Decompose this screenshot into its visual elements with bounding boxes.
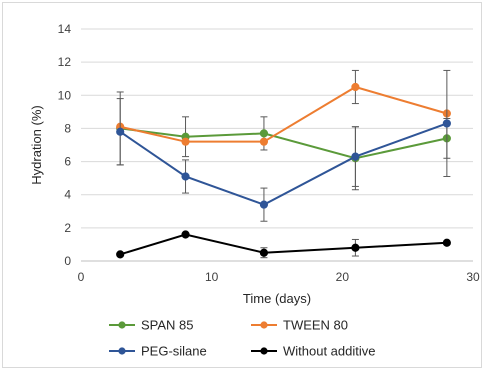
y-tick-label: 2 xyxy=(64,221,71,235)
y-tick-label: 14 xyxy=(58,22,72,36)
legend-swatch-marker xyxy=(118,347,126,355)
y-tick-label: 12 xyxy=(58,55,72,69)
legend-item: SPAN 85 xyxy=(109,318,194,333)
legend-swatch-marker xyxy=(260,321,268,329)
legend-label: TWEEN 80 xyxy=(283,318,348,333)
legend-item: TWEEN 80 xyxy=(251,318,348,333)
y-tick-label: 8 xyxy=(64,121,71,135)
data-point xyxy=(351,243,360,252)
data-point xyxy=(442,119,451,128)
data-point xyxy=(116,250,125,259)
x-tick-label: 10 xyxy=(205,270,219,284)
x-tick-label: 20 xyxy=(336,270,350,284)
data-point xyxy=(351,82,360,92)
data-point xyxy=(259,248,269,257)
data-point xyxy=(259,137,269,146)
x-tick-label: 30 xyxy=(466,270,480,284)
data-point xyxy=(181,172,190,181)
data-point xyxy=(259,200,269,209)
data-point xyxy=(116,127,125,136)
legend-swatch-marker xyxy=(118,321,126,329)
data-point xyxy=(442,238,451,247)
data-point xyxy=(259,129,269,138)
series-line xyxy=(120,127,448,160)
legend-swatch-marker xyxy=(260,347,268,355)
y-axis-title: Hydration (%) xyxy=(29,105,44,184)
axis-layer: 0 2 4 6 8 10 12 14 0 10 20 30 xyxy=(58,22,480,284)
legend-label: Without additive xyxy=(283,344,376,359)
x-tick-label: 0 xyxy=(78,270,85,284)
series-layer xyxy=(116,69,451,259)
y-tick-label: 4 xyxy=(64,188,71,202)
legend-item: PEG-silane xyxy=(109,344,207,359)
legend-label: SPAN 85 xyxy=(141,318,194,333)
y-tick-label: 6 xyxy=(64,155,71,169)
x-axis-title: Time (days) xyxy=(243,291,311,306)
data-point xyxy=(181,137,190,146)
series-without-additive xyxy=(116,230,451,259)
legend-item: Without additive xyxy=(251,344,376,359)
hydration-chart: 0 2 4 6 8 10 12 14 0 10 20 30 Time (days) Hydration… xyxy=(29,22,480,359)
grid-layer xyxy=(81,28,473,229)
series-line xyxy=(119,233,447,256)
data-point xyxy=(181,230,190,239)
y-tick-label: 10 xyxy=(58,88,72,102)
legend-label: PEG-silane xyxy=(141,344,207,359)
series-peg-silane xyxy=(116,69,451,222)
legend: SPAN 85 TWEEN 80 PEG-silane Without additiv… xyxy=(109,318,376,359)
y-tick-label: 0 xyxy=(64,254,71,268)
chart-frame: 0 2 4 6 8 10 12 14 0 10 20 30 Time (days) Hydration… xyxy=(2,2,482,368)
data-point xyxy=(351,152,360,161)
